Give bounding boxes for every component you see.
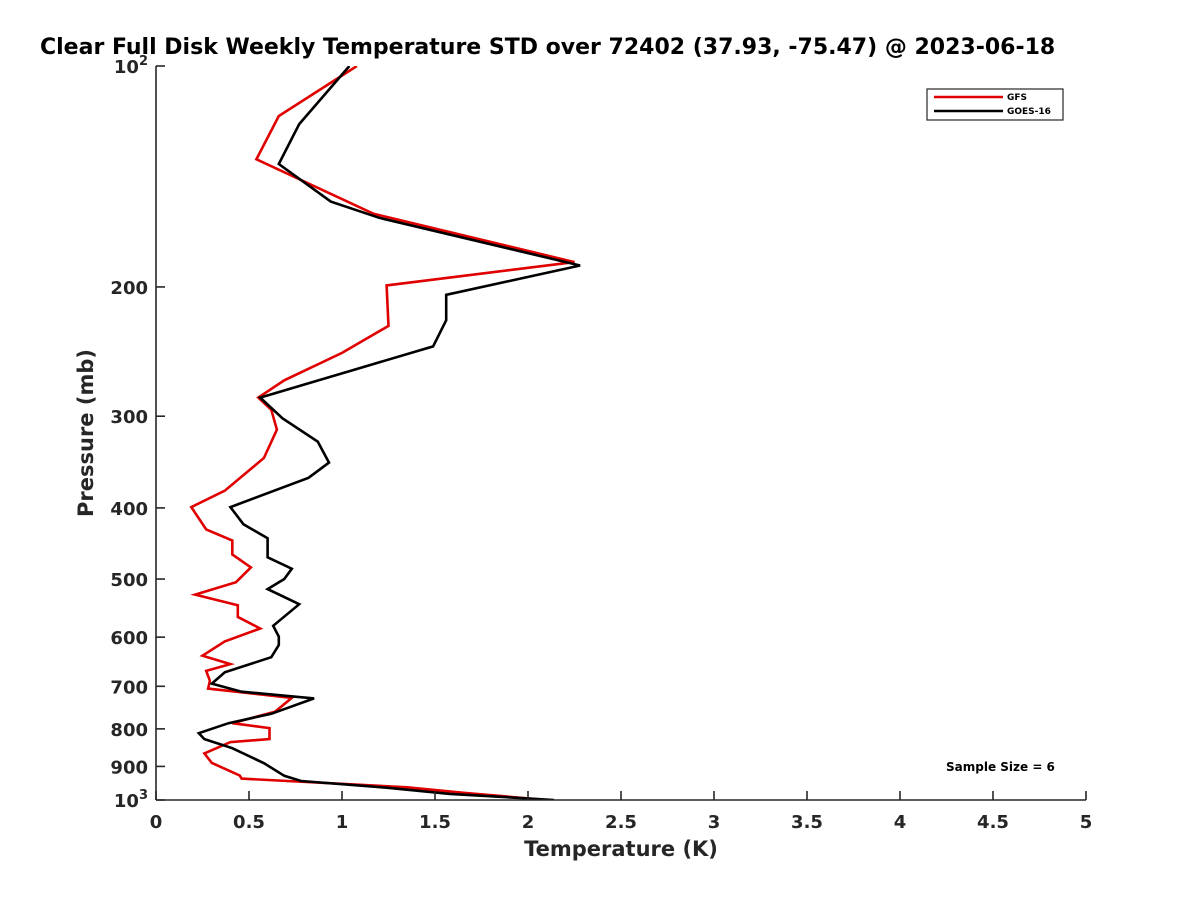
x-tick-label: 0 — [150, 812, 163, 833]
x-tick-label: 3.5 — [791, 812, 823, 833]
y-tick-label: 400 — [110, 499, 148, 520]
chart-title: Clear Full Disk Weekly Temperature STD o… — [40, 35, 1055, 60]
y-tick-label: 900 — [110, 757, 148, 778]
x-tick-label: 0.5 — [233, 812, 265, 833]
legend: GFS GOES-16 — [926, 88, 1064, 121]
y-tick-label: 700 — [110, 677, 148, 698]
y-axis-label: Pressure (mb) — [74, 349, 98, 517]
sample-size-annotation: Sample Size = 6 — [946, 760, 1055, 774]
y-tick-label: 103 — [114, 788, 148, 812]
legend-label-goes16: GOES-16 — [1007, 107, 1051, 117]
x-tick-label: 4 — [894, 812, 907, 833]
x-tick-label: 3 — [708, 812, 721, 833]
y-tick-label: 500 — [110, 570, 148, 591]
x-tick-label: 2 — [522, 812, 535, 833]
y-tick-label: 200 — [110, 278, 148, 299]
x-tick-label: 2.5 — [605, 812, 637, 833]
series-line-goes16 — [196, 66, 581, 800]
y-tick-label: 300 — [110, 407, 148, 428]
series-line-gfs — [189, 66, 575, 800]
legend-box — [926, 88, 1064, 121]
x-ticks: 0 0.5 1 1.5 2 2.5 3 3.5 4 4.5 5 — [150, 791, 1093, 833]
x-tick-label: 1.5 — [419, 812, 451, 833]
x-tick-label: 5 — [1080, 812, 1093, 833]
x-tick-label: 1 — [336, 812, 349, 833]
legend-label-gfs: GFS — [1007, 93, 1027, 103]
y-tick-label: 600 — [110, 628, 148, 649]
x-tick-label: 4.5 — [977, 812, 1009, 833]
y-ticks: 102 200 300 400 500 600 700 800 900 103 — [110, 54, 165, 812]
y-tick-label: 102 — [114, 54, 148, 78]
x-axis-label: Temperature (K) — [524, 837, 718, 861]
y-tick-label: 800 — [110, 720, 148, 741]
series-layer — [189, 66, 581, 800]
